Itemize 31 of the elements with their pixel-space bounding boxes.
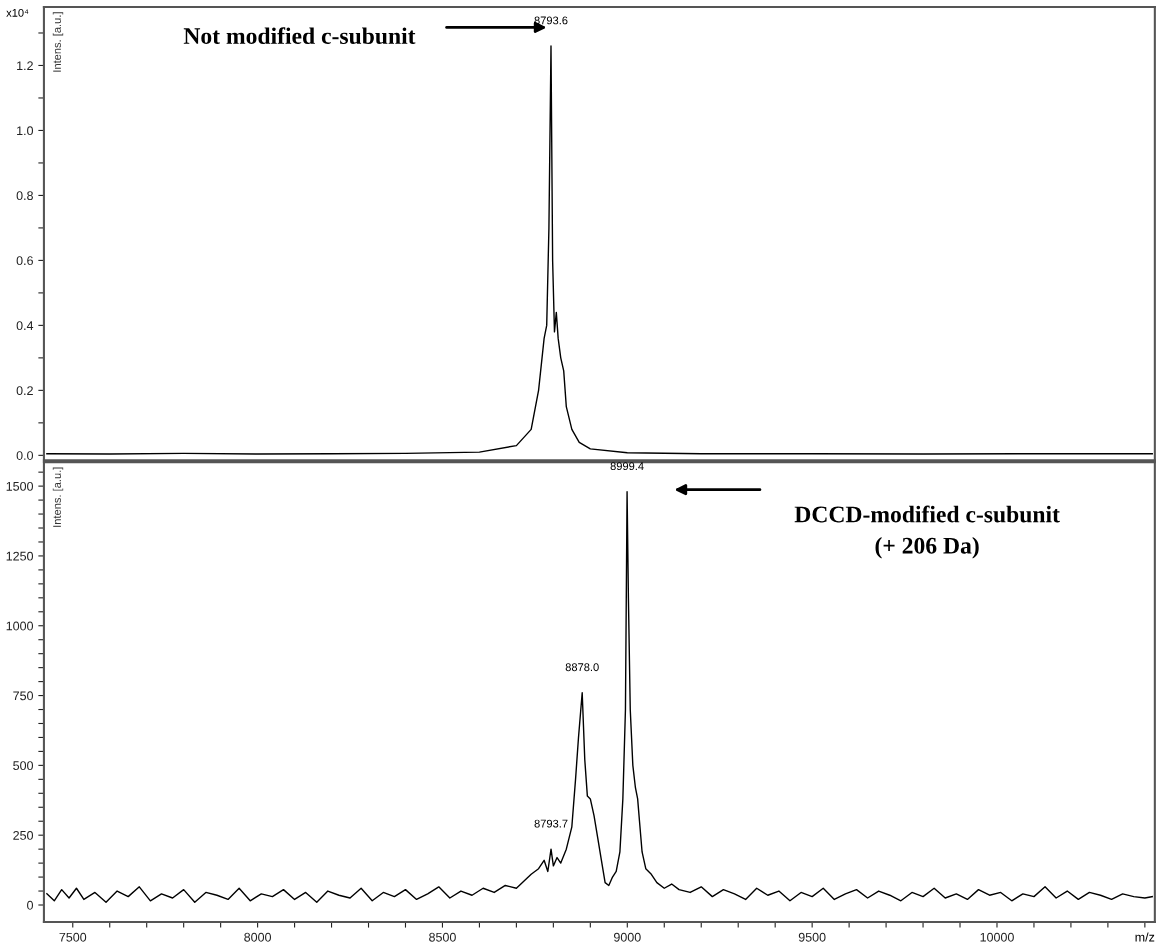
annotation: DCCD-modified c-subunit (+ 206 Da): [794, 505, 1060, 559]
y-axis-title: Intens. [a.u.]: [52, 467, 64, 527]
y-tick-label: 0.6: [16, 256, 33, 266]
y-tick-label: 1250: [6, 551, 34, 561]
x-tick-label: 8000: [244, 932, 272, 942]
y-tick-label: 750: [13, 691, 34, 701]
y-tick-label: 0.8: [16, 191, 33, 201]
y-tick-label: 250: [13, 830, 34, 840]
y-tick-label: 0.4: [16, 321, 34, 331]
y-tick-label: 0.0: [16, 451, 34, 460]
x-tick-label: 7500: [59, 932, 87, 942]
x-tick-label: 9500: [798, 932, 826, 942]
y-tick-label: 0: [27, 900, 34, 910]
y-tick-label: 1.0: [17, 126, 34, 136]
annotation: 8999.4: [610, 462, 644, 471]
y-tick-label: 0.2: [16, 386, 33, 396]
x-tick-label: 8500: [429, 932, 456, 942]
y-tick-label: 1.2: [17, 61, 33, 70]
text: x10⁴: [6, 8, 29, 17]
annotation: Not modified c-subunit: [183, 27, 416, 45]
line-series: [46, 491, 1153, 903]
annotation: 8793.7: [534, 819, 568, 828]
y-tick-label: 1000: [6, 621, 34, 631]
x-tick-label: 10000: [980, 932, 1014, 942]
annotation: 8793.6: [534, 16, 568, 25]
x-tick-label: 9000: [613, 932, 641, 942]
y-tick-label: 500: [13, 761, 34, 771]
y-axis-title: Intens. [a.u.]: [52, 12, 64, 72]
y-tick-label: 1500: [6, 481, 34, 491]
x-axis-title: m/z: [1135, 932, 1155, 942]
annotation: 8878.0: [565, 663, 599, 672]
